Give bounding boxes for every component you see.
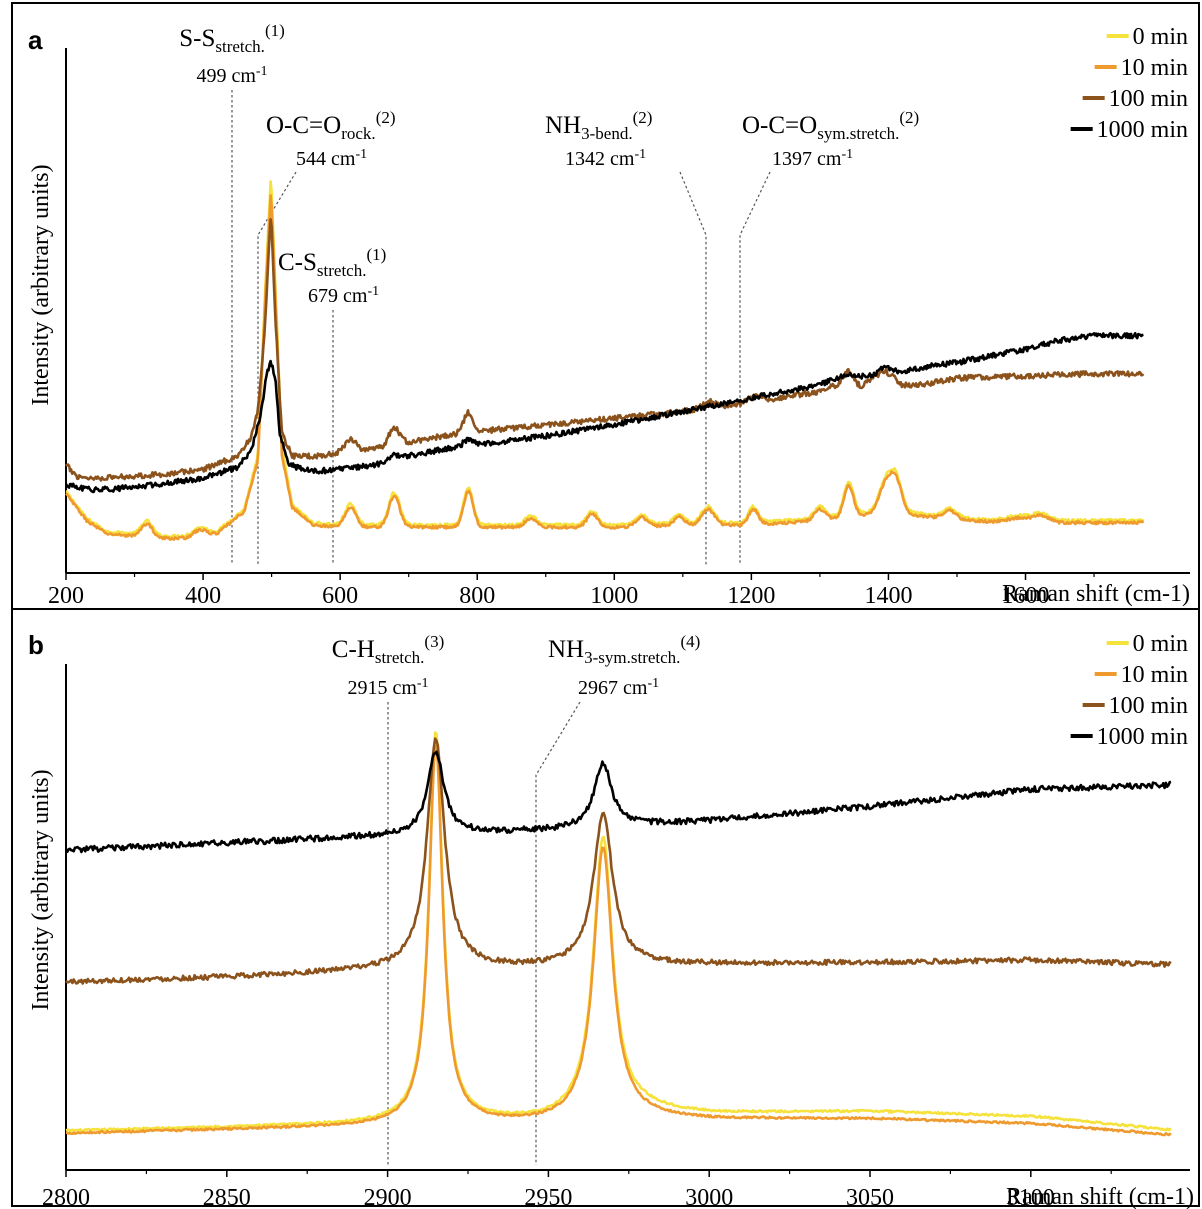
x-tick-label: 3100 [1007, 1185, 1055, 1209]
x-tick-label: 2800 [42, 1185, 90, 1209]
x-tick-label: 600 [322, 583, 358, 609]
x-tick-label: 400 [185, 583, 221, 609]
annotation-leaders [231, 90, 771, 565]
legend-item: 10 min [1094, 55, 1188, 81]
annotation-wavenumber: 544 cm-1 [296, 147, 367, 171]
annotation-wavenumber: 499 cm-1 [196, 64, 267, 88]
annotation-wavenumber: 2967 cm-1 [578, 676, 659, 700]
panel-letter: b [28, 630, 44, 660]
legend-label: 1000 min [1097, 117, 1188, 143]
x-tick-label: 200 [48, 583, 84, 609]
legend-item: 0 min [1106, 24, 1188, 50]
x-tick-label: 2950 [524, 1185, 572, 1209]
x-tick-label: 3050 [846, 1185, 894, 1209]
annotations: C-Hstretch.(3) 2915 cm-1 NH3-sym.stretch.(… [332, 632, 701, 699]
x-tick-labels: 200 400 600 800 1000 1200 1400 1600 [48, 583, 1050, 609]
annotation-wavenumber: 2915 cm-1 [347, 676, 428, 700]
x-tick-label: 2850 [203, 1185, 251, 1209]
series-group [64, 180, 1145, 541]
series-line-10-min [65, 744, 1172, 1137]
annotations: S-Sstretch.(1) 499 cm-1 O-C=Orock.(2) 544 c… [179, 21, 919, 307]
annotation-wavenumber: 1342 cm-1 [565, 147, 646, 171]
legend-item: 0 min [1106, 631, 1188, 657]
x-axis-title: Raman shift (cm-1) [1002, 581, 1190, 607]
annotation-wavenumber: 1397 cm-1 [772, 147, 853, 171]
legend-label: 1000 min [1097, 724, 1188, 750]
x-tick-label: 1200 [727, 583, 775, 609]
legend-item: 100 min [1082, 693, 1188, 719]
series-line-10-min [65, 194, 1145, 541]
legend-label: 100 min [1109, 86, 1188, 112]
x-axis-title: Raman shift (cm-1) [1006, 1184, 1194, 1209]
annotation-leaders [387, 701, 581, 1165]
legend-item: 1000 min [1070, 117, 1188, 143]
series-line-100-min [65, 737, 1172, 985]
legend-label: 0 min [1133, 631, 1188, 657]
panel-b: b 2800 2850 2900 2950 3000 3050 3100 Raman shi… [28, 630, 1194, 1209]
y-axis-title: Intensity (arbitrary units) [28, 769, 54, 1010]
annotation-label: NH3-sym.stretch.(4) [548, 632, 700, 667]
series-group [64, 731, 1172, 1137]
x-tick-label: 1400 [864, 583, 912, 609]
x-tick-labels: 2800 2850 2900 2950 3000 3050 3100 [42, 1185, 1055, 1209]
annotation-label: C-Sstretch.(1) [278, 245, 386, 280]
annotation-wavenumber: 679 cm-1 [308, 284, 379, 308]
legend: 0 min 10 min 100 min 1000 min [1070, 631, 1188, 750]
axes [65, 664, 1190, 1177]
legend-item: 10 min [1094, 662, 1188, 688]
panel-a: a 200 400 600 800 1000 1200 1400 1600 Raman shi… [28, 21, 1190, 609]
legend-item: 1000 min [1070, 724, 1188, 750]
annotation-label: O-C=Orock.(2) [266, 108, 396, 143]
legend: 0 min 10 min 100 min 1000 min [1070, 24, 1188, 143]
legend-item: 100 min [1082, 86, 1188, 112]
annotation-label: S-Sstretch.(1) [179, 21, 285, 56]
series-line-1000-min [64, 331, 1144, 494]
legend-label: 100 min [1109, 693, 1188, 719]
panel-letter: a [28, 25, 43, 55]
x-tick-label: 800 [459, 583, 495, 609]
series-line-100-min [64, 218, 1145, 482]
legend-label: 10 min [1121, 662, 1188, 688]
annotation-leader-line [679, 171, 707, 565]
annotation-leader-line [535, 701, 581, 1165]
legend-label: 10 min [1121, 55, 1188, 81]
annotation-label: NH3-bend.(2) [545, 108, 652, 143]
x-tick-label: 1600 [1002, 583, 1050, 609]
series-line-0-min [65, 180, 1145, 539]
annotation-leader-line [739, 171, 771, 565]
legend-label: 0 min [1133, 24, 1188, 50]
annotation-label: O-C=Osym.stretch.(2) [742, 108, 919, 143]
annotation-label: C-Hstretch.(3) [332, 632, 444, 667]
y-axis-title: Intensity (arbitrary units) [28, 164, 54, 405]
figure-frame [11, 2, 1200, 1207]
x-tick-label: 2900 [364, 1185, 412, 1209]
x-tick-label: 3000 [685, 1185, 733, 1209]
x-tick-label: 1000 [590, 583, 638, 609]
series-line-1000-min [64, 750, 1172, 854]
